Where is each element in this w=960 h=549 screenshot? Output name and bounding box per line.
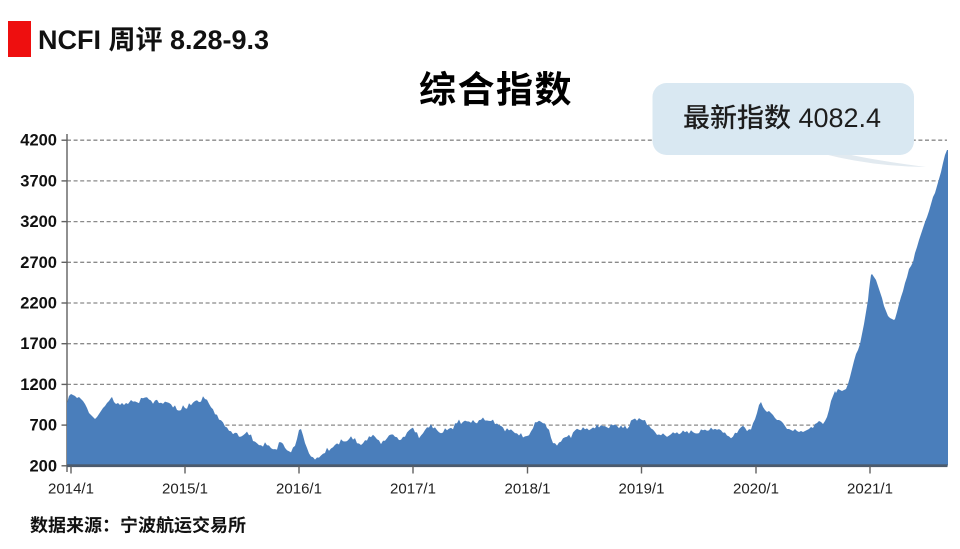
svg-text:3700: 3700	[20, 172, 57, 190]
svg-text:200: 200	[29, 457, 57, 475]
svg-text:2020/1: 2020/1	[733, 481, 779, 498]
svg-text:2015/1: 2015/1	[162, 481, 208, 498]
svg-text:2017/1: 2017/1	[390, 481, 436, 498]
svg-text:NCFI 周评 8.28-9.3: NCFI 周评 8.28-9.3	[38, 25, 269, 55]
svg-text:2018/1: 2018/1	[505, 481, 551, 498]
svg-text:3200: 3200	[20, 213, 57, 231]
svg-text:2700: 2700	[20, 254, 57, 272]
svg-text:2014/1: 2014/1	[48, 481, 94, 498]
svg-text:1200: 1200	[20, 376, 57, 394]
svg-text:综合指数: 综合指数	[419, 70, 573, 111]
svg-text:2019/1: 2019/1	[619, 481, 665, 498]
svg-text:700: 700	[29, 417, 57, 435]
svg-text:2021/1: 2021/1	[847, 481, 893, 498]
svg-text:最新指数 4082.4: 最新指数 4082.4	[683, 103, 881, 133]
svg-text:2200: 2200	[20, 295, 57, 313]
svg-text:1700: 1700	[20, 335, 57, 353]
svg-text:数据来源：宁波航运交易所: 数据来源：宁波航运交易所	[30, 516, 246, 536]
svg-text:4200: 4200	[20, 132, 57, 150]
svg-text:2016/1: 2016/1	[276, 481, 322, 498]
